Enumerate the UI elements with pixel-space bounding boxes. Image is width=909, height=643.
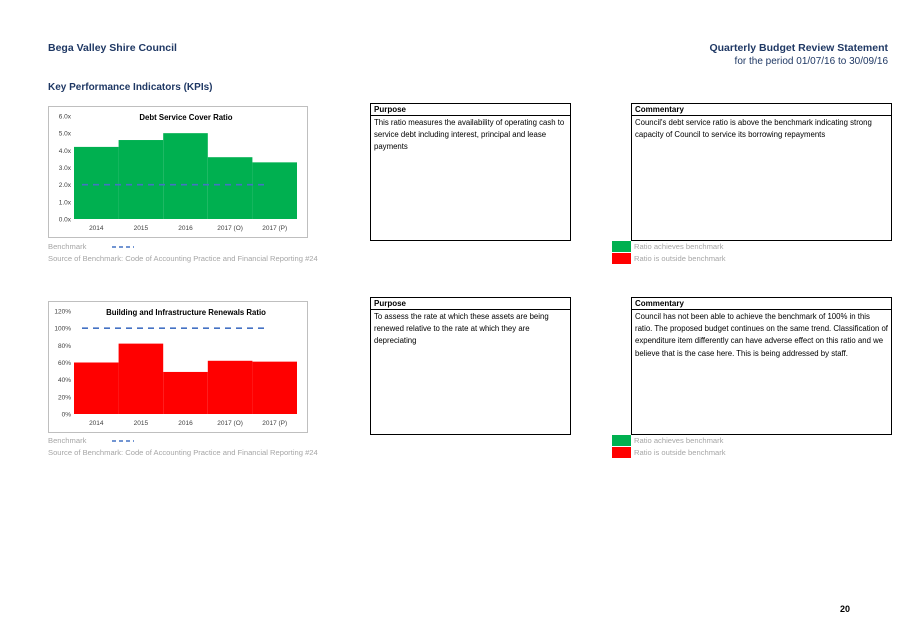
bar (163, 371, 208, 414)
x-tick-label: 2015 (134, 420, 149, 427)
commentary-heading: Commentary (632, 104, 891, 116)
red-swatch-icon (612, 447, 631, 458)
benchmark-source: Source of Benchmark: Code of Accounting … (48, 254, 318, 263)
benchmark-label: Benchmark (48, 436, 87, 445)
green-swatch-icon (612, 241, 631, 252)
y-tick-label: 4.0x (59, 148, 72, 155)
y-tick-label: 6.0x (59, 114, 72, 121)
chart-title: Building and Infrastructure Renewals Rat… (106, 308, 266, 317)
bar (163, 133, 208, 219)
y-tick-label: 20% (58, 394, 71, 401)
debt-service-chart: 0.0x 1.0x 2.0x 3.0x 4.0x 5.0x 6.0x 2014 2015 2016… (48, 106, 308, 238)
bar (74, 146, 119, 219)
renewals-chart: 0% 20% 40% 60% 80% 100% 120% 2014 2015 2016 2017 (… (48, 301, 308, 433)
y-tick-label: 40% (58, 377, 71, 384)
benchmark-label: Benchmark (48, 242, 87, 251)
purpose-box-1: Purpose This ratio measures the availabi… (370, 103, 571, 241)
legend-outside: Ratio is outside benchmark (634, 448, 726, 457)
x-tick-label: 2017 (O) (217, 225, 243, 232)
x-tick-label: 2017 (O) (217, 420, 243, 427)
x-tick-label: 2016 (178, 420, 193, 427)
y-tick-label: 0% (62, 412, 72, 419)
legend-achieves: Ratio achieves benchmark (634, 436, 724, 445)
benchmark-source: Source of Benchmark: Code of Accounting … (48, 448, 318, 457)
legend-achieves: Ratio achieves benchmark (634, 242, 724, 251)
legend-outside: Ratio is outside benchmark (634, 254, 726, 263)
bar (118, 343, 164, 414)
x-tick-label: 2015 (134, 225, 149, 232)
green-swatch-icon (612, 435, 631, 446)
bar (207, 360, 253, 414)
y-tick-label: 0.0x (59, 217, 72, 224)
purpose-text: This ratio measures the availability of … (374, 118, 565, 152)
x-tick-label: 2014 (89, 225, 104, 232)
purpose-heading: Purpose (371, 104, 570, 116)
y-tick-label: 5.0x (59, 131, 72, 138)
debt-service-chart-svg: 0.0x 1.0x 2.0x 3.0x 4.0x 5.0x 6.0x 2014 2015 2016… (59, 113, 297, 232)
chart-title: Debt Service Cover Ratio (139, 113, 232, 122)
section-title: Key Performance Indicators (KPIs) (48, 82, 213, 93)
benchmark-dash-icon (112, 246, 134, 248)
document-title: Quarterly Budget Review Statement (709, 42, 888, 54)
bar (118, 140, 164, 219)
period-subtitle: for the period 01/07/16 to 30/09/16 (734, 56, 888, 67)
y-tick-label: 100% (54, 326, 71, 333)
x-tick-label: 2017 (P) (262, 225, 287, 232)
commentary-box-2: Commentary Council has not been able to … (631, 297, 892, 435)
benchmark-dash-icon (112, 440, 134, 442)
council-name: Bega Valley Shire Council (48, 42, 177, 54)
bar (252, 361, 297, 414)
y-tick-label: 60% (58, 360, 71, 367)
y-tick-label: 80% (58, 343, 71, 350)
commentary-text: Council's debt service ratio is above th… (635, 118, 872, 140)
x-tick-label: 2014 (89, 420, 104, 427)
bar (74, 362, 119, 414)
x-tick-label: 2016 (178, 225, 193, 232)
commentary-box-1: Commentary Council's debt service ratio … (631, 103, 892, 241)
bar (252, 162, 297, 219)
x-tick-label: 2017 (P) (262, 420, 287, 427)
red-swatch-icon (612, 253, 631, 264)
bar (207, 157, 253, 219)
y-tick-label: 120% (54, 309, 71, 316)
page-number: 20 (840, 604, 851, 614)
renewals-chart-svg: 0% 20% 40% 60% 80% 100% 120% 2014 2015 2016 2017 (… (54, 308, 297, 427)
purpose-heading: Purpose (371, 298, 570, 310)
commentary-text: Council has not been able to achieve the… (635, 312, 888, 358)
commentary-heading: Commentary (632, 298, 891, 310)
purpose-box-2: Purpose To assess the rate at which thes… (370, 297, 571, 435)
y-tick-label: 3.0x (59, 165, 72, 172)
purpose-text: To assess the rate at which these assets… (374, 312, 549, 346)
y-tick-label: 2.0x (59, 182, 72, 189)
y-tick-label: 1.0x (59, 199, 72, 206)
